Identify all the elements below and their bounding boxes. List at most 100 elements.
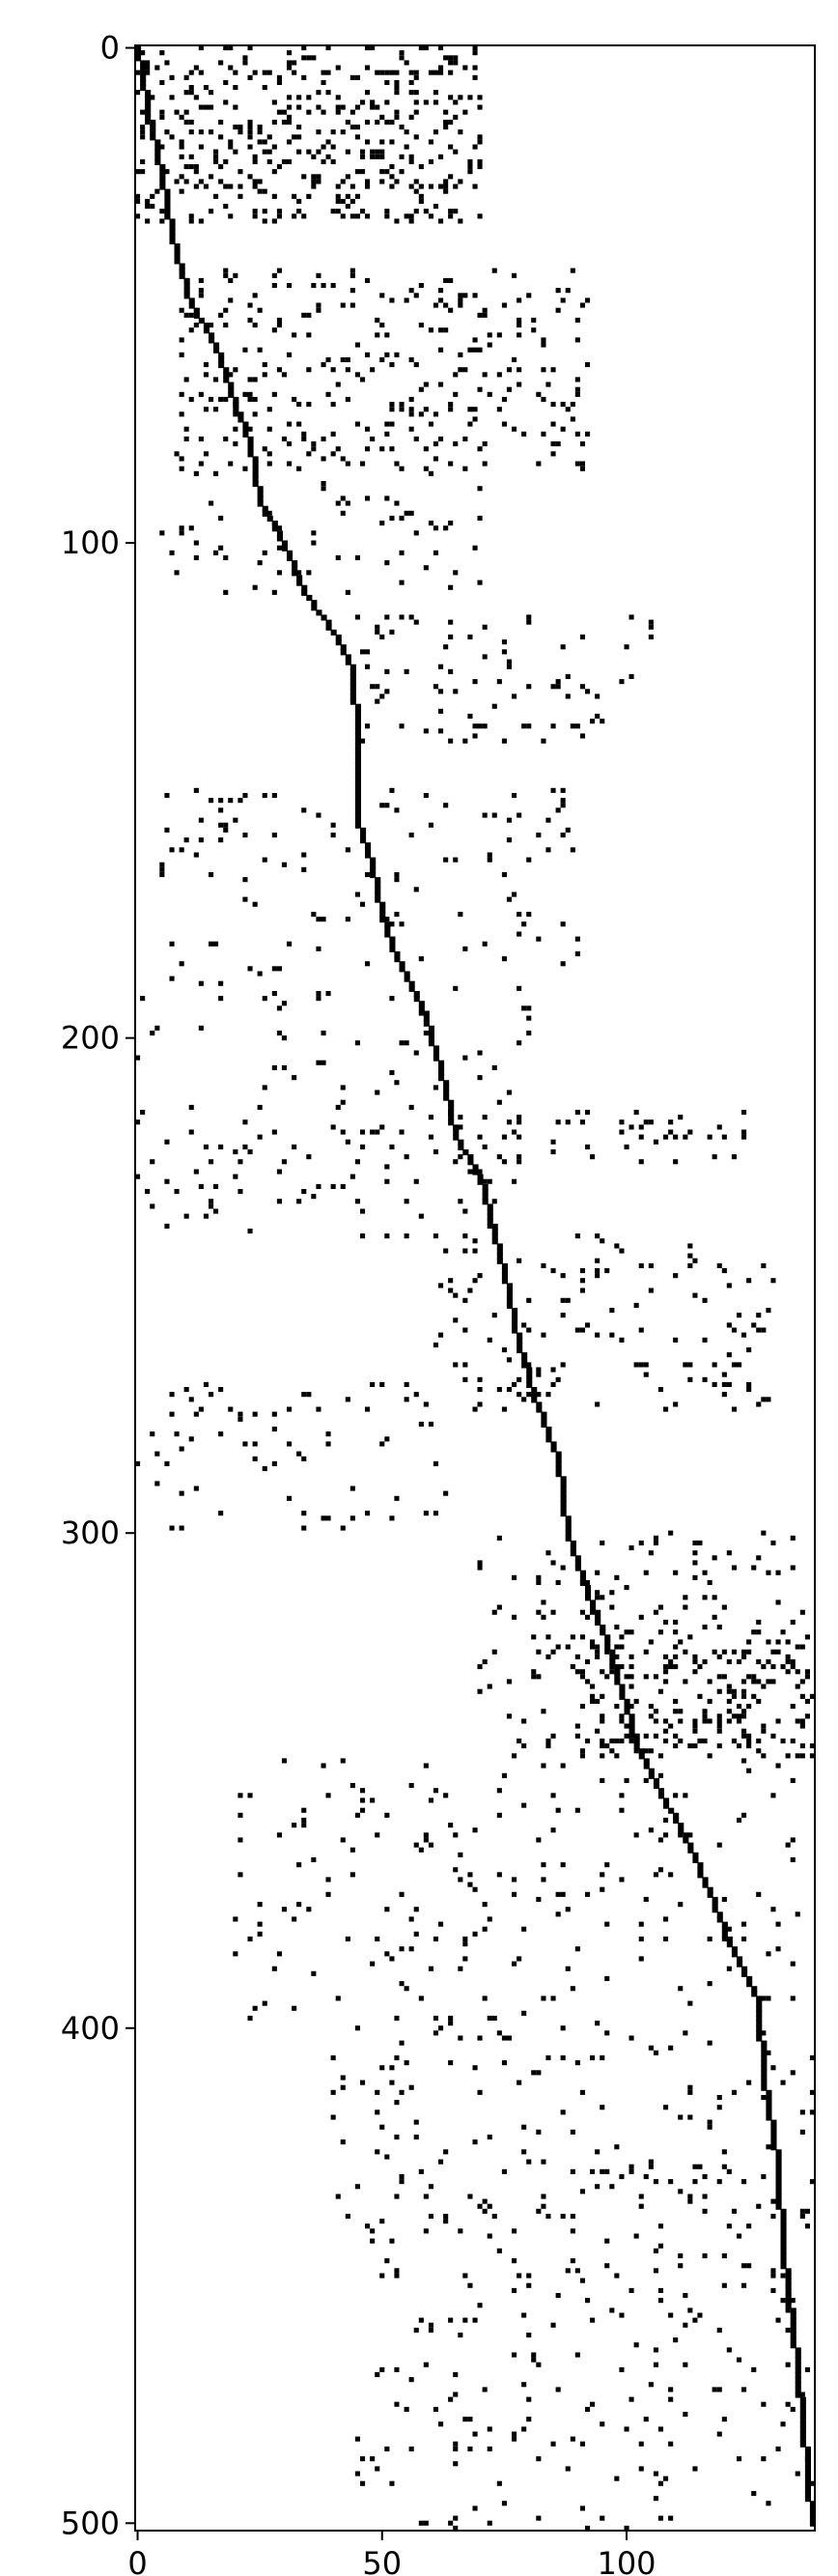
nonzero-cell — [360, 209, 366, 214]
nonzero-cell — [287, 283, 293, 289]
nonzero-cell — [159, 50, 165, 56]
nonzero-cell — [687, 1634, 693, 1640]
nonzero-cell — [408, 154, 414, 159]
nonzero-cell — [643, 2174, 649, 2180]
nonzero-cell — [721, 2417, 727, 2422]
nonzero-cell — [458, 912, 463, 918]
nonzero-cell — [394, 461, 400, 467]
nonzero-cell — [657, 2223, 663, 2229]
diagonal-cell — [746, 1975, 753, 1982]
nonzero-cell — [408, 2446, 414, 2451]
nonzero-cell — [467, 1882, 473, 1887]
diagonal-cell — [506, 1283, 513, 1289]
nonzero-cell — [761, 2095, 767, 2101]
diagonal-cell — [154, 158, 161, 165]
nonzero-cell — [330, 283, 336, 289]
nonzero-cell — [770, 1733, 776, 1739]
nonzero-cell — [657, 1604, 663, 1610]
diagonal-cell — [799, 2406, 806, 2413]
nonzero-cell — [707, 2119, 712, 2125]
nonzero-cell — [252, 179, 258, 184]
diagonal-cell — [428, 1031, 434, 1037]
nonzero-cell — [614, 1738, 620, 1743]
y-tick-label: 100 — [61, 524, 120, 561]
diagonal-cell — [633, 1738, 640, 1744]
nonzero-cell — [379, 1381, 385, 1387]
nonzero-cell — [179, 144, 184, 150]
nonzero-cell — [413, 293, 419, 298]
nonzero-cell — [761, 2174, 767, 2180]
diagonal-cell — [775, 2154, 782, 2161]
nonzero-cell — [330, 2114, 336, 2120]
nonzero-cell — [443, 302, 449, 308]
nonzero-cell — [668, 2387, 674, 2392]
nonzero-cell — [183, 109, 189, 115]
nonzero-cell — [252, 901, 258, 907]
nonzero-cell — [287, 941, 293, 947]
nonzero-cell — [756, 1401, 762, 1407]
nonzero-cell — [169, 1525, 175, 1531]
nonzero-cell — [453, 2392, 459, 2397]
nonzero-cell — [574, 431, 580, 437]
nonzero-cell — [458, 2228, 463, 2234]
diagonal-cell — [169, 238, 176, 244]
nonzero-cell — [218, 980, 224, 986]
nonzero-cell — [375, 2372, 380, 2378]
nonzero-cell — [692, 1669, 698, 1675]
nonzero-cell — [458, 95, 463, 100]
nonzero-cell — [624, 644, 629, 650]
nonzero-cell — [624, 2426, 629, 2432]
nonzero-cell — [198, 277, 204, 283]
nonzero-cell — [726, 1352, 732, 1358]
diagonal-cell — [311, 605, 318, 611]
nonzero-cell — [316, 1183, 321, 1189]
diagonal-cell — [541, 1411, 547, 1418]
nonzero-cell — [477, 104, 483, 110]
diagonal-cell — [365, 847, 372, 854]
nonzero-cell — [413, 134, 419, 140]
nonzero-cell — [213, 193, 219, 199]
nonzero-cell — [506, 2035, 512, 2041]
nonzero-cell — [496, 332, 502, 338]
nonzero-cell — [453, 209, 459, 214]
diagonal-cell — [335, 639, 342, 646]
nonzero-cell — [325, 356, 331, 362]
nonzero-cell — [292, 1075, 297, 1081]
nonzero-cell — [790, 1704, 796, 1710]
diagonal-cell — [257, 486, 264, 493]
nonzero-cell — [574, 2352, 580, 2358]
nonzero-cell — [292, 1823, 297, 1828]
nonzero-cell — [213, 154, 219, 159]
nonzero-cell — [428, 1134, 433, 1140]
diagonal-cell — [349, 679, 356, 686]
nonzero-cell — [413, 2135, 419, 2140]
nonzero-cell — [746, 1649, 752, 1655]
nonzero-cell — [266, 451, 272, 457]
nonzero-cell — [487, 2446, 492, 2451]
nonzero-cell — [428, 421, 433, 427]
nonzero-cell — [438, 436, 444, 441]
nonzero-cell — [663, 1817, 669, 1823]
diagonal-cell — [135, 55, 142, 62]
nonzero-cell — [619, 2174, 625, 2180]
nonzero-cell — [600, 2515, 605, 2521]
nonzero-cell — [579, 2441, 585, 2447]
nonzero-cell — [354, 104, 360, 110]
nonzero-cell — [579, 1674, 585, 1680]
diagonal-cell — [296, 580, 303, 586]
nonzero-cell — [443, 277, 449, 283]
nonzero-cell — [638, 1134, 644, 1140]
diagonal-cell — [804, 2451, 811, 2458]
nonzero-cell — [795, 1718, 800, 1724]
nonzero-cell — [418, 2168, 424, 2174]
diagonal-cell — [614, 1664, 621, 1671]
nonzero-cell — [345, 356, 350, 362]
nonzero-cell — [633, 2233, 639, 2239]
nonzero-cell — [209, 941, 214, 947]
nonzero-cell — [453, 149, 459, 155]
nonzero-cell — [394, 807, 400, 813]
nonzero-cell — [418, 1996, 424, 2001]
nonzero-cell — [506, 1387, 512, 1393]
nonzero-cell — [678, 2114, 684, 2120]
nonzero-cell — [335, 1996, 341, 2001]
